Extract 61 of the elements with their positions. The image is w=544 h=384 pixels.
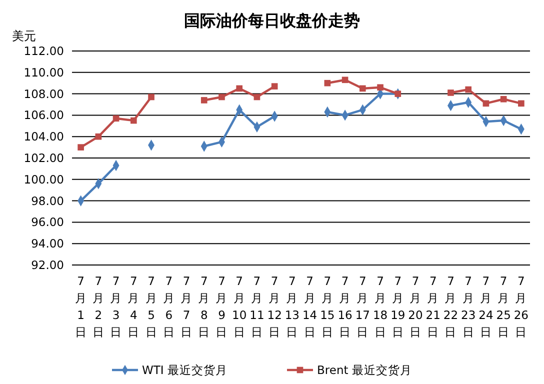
point (112, 115, 120, 122)
x-tick-label: 7月18日 (372, 274, 388, 339)
point (324, 80, 331, 86)
y-tick-label: 100.00 (24, 172, 64, 186)
y-tick-label: 92.00 (31, 258, 64, 272)
point (518, 100, 524, 107)
x-tick-label: 7月3日 (110, 274, 122, 339)
point (482, 100, 490, 107)
x-tick-label: 7月11日 (250, 274, 264, 339)
x-tick-label: 7月26日 (514, 274, 529, 339)
x-tick-label: 7月22日 (443, 274, 458, 339)
x-tick-label: 7月7日 (180, 274, 192, 339)
y-tick-label: 94.00 (31, 236, 64, 251)
point (271, 83, 278, 90)
legend-label: Brent 最近交货月 (317, 363, 412, 378)
point (78, 144, 84, 150)
point (200, 97, 208, 104)
y-tick-label: 106.00 (24, 108, 64, 122)
y-tick-label: 112.00 (24, 44, 64, 58)
point (465, 86, 472, 93)
point (95, 133, 102, 140)
point (448, 90, 454, 96)
legend-label: WTI 最近交货月 (142, 363, 228, 378)
y-tick-label: 104.00 (24, 130, 64, 144)
x-tick-label: 7月4日 (128, 274, 140, 339)
y-tick-label: 102.00 (24, 151, 64, 166)
y-axis-title: 美元 (12, 29, 36, 43)
x-tick-label: 7月23日 (461, 274, 476, 339)
point (218, 94, 225, 100)
x-tick-label: 7月14日 (302, 274, 318, 339)
y-tick-label: 96.00 (31, 215, 64, 230)
x-tick-label: 7月21日 (426, 274, 440, 339)
x-tick-label: 7月19日 (390, 274, 406, 339)
y-tick-label: 98.00 (31, 194, 64, 208)
point (130, 117, 137, 124)
x-tick-label: 7月10日 (232, 274, 247, 339)
y-tick-label: 110.00 (24, 65, 64, 80)
x-tick-label: 7月16日 (338, 274, 352, 339)
x-tick-label: 7月1日 (74, 274, 87, 339)
x-tick-label: 7月13日 (284, 274, 300, 339)
x-tick-label: 7月9日 (216, 274, 228, 339)
x-tick-label: 7月20日 (408, 274, 423, 339)
x-tick-label: 7月2日 (92, 274, 104, 339)
x-tick-label: 7月15日 (320, 274, 335, 339)
x-tick-label: 7月25日 (496, 274, 511, 339)
x-tick-label: 7月17日 (355, 274, 370, 339)
point (359, 85, 366, 92)
point (148, 94, 154, 100)
x-tick-label: 7月8日 (198, 274, 210, 339)
point (394, 90, 402, 97)
x-tick-label: 7月12日 (267, 274, 282, 339)
point (377, 84, 384, 91)
x-tick-label: 7月24日 (478, 274, 494, 339)
x-tick-label: 7月5日 (145, 274, 158, 339)
chart-title: 国际油价每日收盘价走势 (184, 11, 360, 30)
x-tick-label: 7月6日 (162, 274, 175, 339)
point (500, 96, 507, 102)
point (342, 76, 348, 84)
point (236, 85, 243, 92)
y-tick-label: 108.00 (24, 86, 64, 101)
point (254, 94, 260, 100)
